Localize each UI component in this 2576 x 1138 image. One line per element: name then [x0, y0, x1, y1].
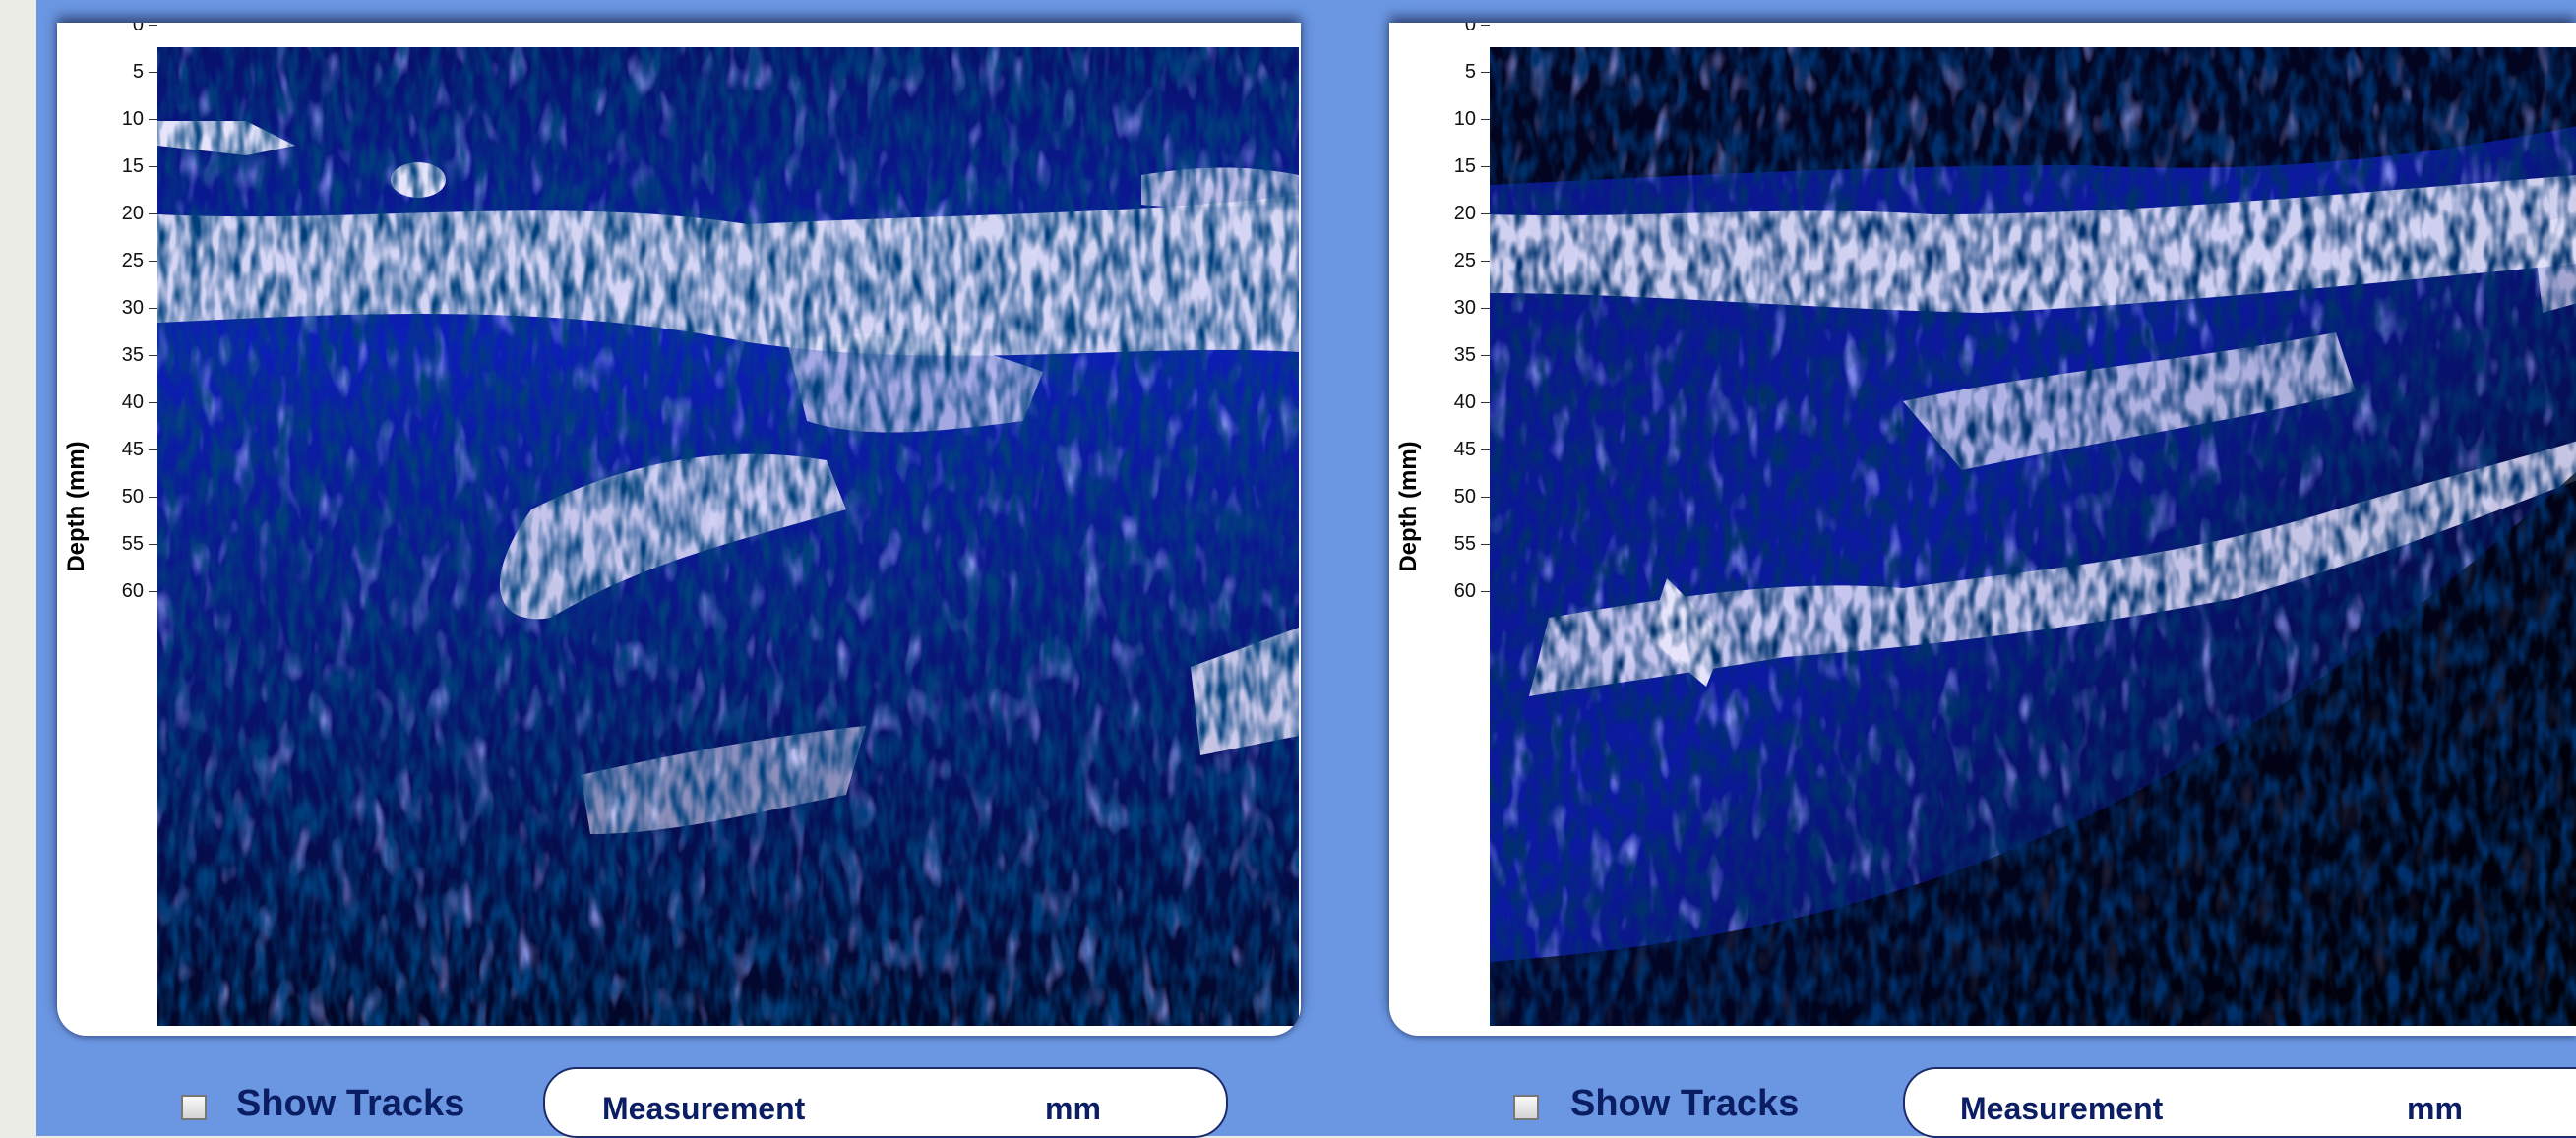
ultrasound-panel-left: 0 5 10 15 20 25 30 35 40 45 50 55 60 Dep… [57, 23, 1301, 1036]
depth-tick-mark [149, 72, 157, 73]
depth-tick-label: 0 [1464, 23, 1476, 35]
depth-tick-label: 5 [1464, 61, 1476, 83]
depth-tick-mark [1481, 449, 1490, 450]
depth-tick-mark [149, 25, 157, 26]
depth-tick-label: 45 [1453, 439, 1476, 460]
depth-tick-label: 60 [1453, 580, 1476, 602]
depth-tick-mark [1481, 213, 1490, 214]
measurement-field[interactable]: Measurement mm [1903, 1067, 2576, 1138]
depth-tick-label: 30 [121, 297, 144, 319]
depth-tick-mark [149, 449, 157, 450]
depth-tick-label: 20 [121, 203, 144, 224]
depth-tick-mark [1481, 402, 1490, 403]
depth-tick-mark [149, 591, 157, 592]
depth-tick-label: 40 [121, 391, 144, 413]
depth-tick-label: 25 [1453, 250, 1476, 271]
measurement-label: Measurement [602, 1091, 806, 1126]
depth-tick-mark [149, 308, 157, 309]
depth-tick-label: 45 [121, 439, 144, 460]
depth-tick-mark [149, 497, 157, 498]
depth-tick-mark [149, 355, 157, 356]
depth-tick-label: 30 [1453, 297, 1476, 319]
depth-tick-mark [149, 402, 157, 403]
depth-tick-mark [1481, 166, 1490, 167]
ultrasound-panel-right: 0 5 10 15 20 25 30 35 40 45 50 55 60 Dep… [1389, 23, 2576, 1036]
depth-tick-label: 50 [121, 486, 144, 508]
controls-right: Show Tracks Measurement mm [1389, 1067, 2576, 1138]
depth-tick-label: 10 [121, 108, 144, 130]
depth-axis: 0 5 10 15 20 25 30 35 40 45 50 55 60 Dep… [1389, 23, 1490, 1006]
ultrasound-scan-right [1490, 47, 2576, 1026]
depth-tick-label: 35 [121, 344, 144, 366]
depth-tick-mark [149, 119, 157, 120]
depth-tick-mark [1481, 308, 1490, 309]
show-tracks-checkbox[interactable] [1513, 1095, 1539, 1120]
depth-tick-label: 20 [1453, 203, 1476, 224]
depth-tick-mark [149, 166, 157, 167]
depth-tick-label: 10 [1453, 108, 1476, 130]
depth-axis-title: Depth (mm) [63, 441, 90, 572]
depth-tick-mark [1481, 261, 1490, 262]
depth-tick-label: 25 [121, 250, 144, 271]
depth-tick-mark [1481, 497, 1490, 498]
depth-tick-mark [1481, 355, 1490, 356]
show-tracks-label[interactable]: Show Tracks [1570, 1083, 1800, 1124]
depth-tick-mark [149, 544, 157, 545]
depth-tick-label: 5 [132, 61, 144, 83]
measurement-unit: mm [2407, 1091, 2463, 1126]
measurement-label: Measurement [1960, 1091, 2164, 1126]
depth-tick-mark [1481, 591, 1490, 592]
ultrasound-scan-left [157, 47, 1299, 1026]
depth-tick-mark [1481, 544, 1490, 545]
depth-tick-label: 55 [1453, 533, 1476, 555]
depth-tick-label: 15 [1453, 155, 1476, 177]
ultrasound-image[interactable] [157, 47, 1299, 1026]
show-tracks-label[interactable]: Show Tracks [236, 1083, 465, 1124]
depth-tick-label: 40 [1453, 391, 1476, 413]
depth-tick-mark [1481, 25, 1490, 26]
depth-tick-label: 50 [1453, 486, 1476, 508]
depth-tick-label: 15 [121, 155, 144, 177]
show-tracks-checkbox[interactable] [181, 1095, 207, 1120]
depth-tick-mark [149, 213, 157, 214]
depth-tick-mark [149, 261, 157, 262]
measurement-field[interactable]: Measurement mm [543, 1067, 1228, 1138]
controls-left: Show Tracks Measurement mm [57, 1067, 1301, 1138]
depth-tick-mark [1481, 119, 1490, 120]
depth-tick-label: 0 [132, 23, 144, 35]
depth-tick-label: 35 [1453, 344, 1476, 366]
depth-axis-title: Depth (mm) [1395, 441, 1422, 572]
measurement-unit: mm [1045, 1091, 1101, 1126]
depth-tick-mark [1481, 72, 1490, 73]
ultrasound-image[interactable] [1490, 47, 2576, 1026]
depth-tick-label: 55 [121, 533, 144, 555]
depth-axis: 0 5 10 15 20 25 30 35 40 45 50 55 60 Dep… [57, 23, 157, 1006]
depth-tick-label: 60 [121, 580, 144, 602]
